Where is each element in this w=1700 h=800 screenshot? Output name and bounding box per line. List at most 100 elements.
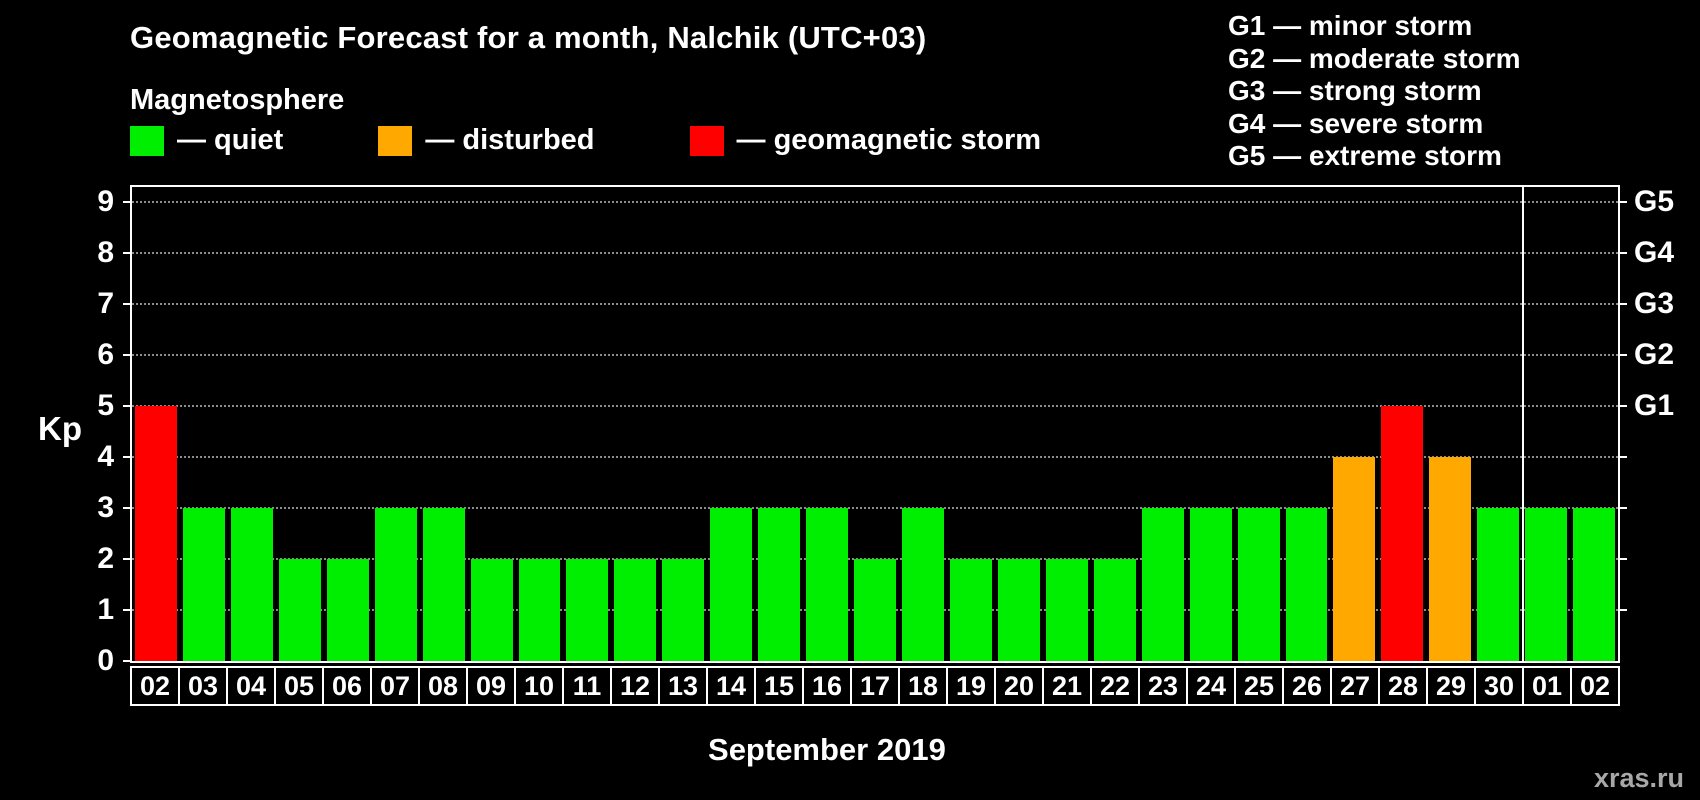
bar-cell (851, 187, 899, 661)
gridline (132, 252, 1618, 255)
day-label: 20 (994, 666, 1044, 706)
day-label: 21 (1042, 666, 1092, 706)
gridline (132, 201, 1618, 204)
kp-bar (278, 559, 321, 661)
x-axis-day-labels: 02 03 04 05 06 07 08 09 10 11 12 13 14 15 16 17 18 19 20 21… (130, 666, 1620, 706)
kp-bar (422, 508, 465, 661)
day-label: 09 (466, 666, 516, 706)
kp-bar (518, 559, 561, 661)
y-tick-label: 0 (97, 644, 114, 677)
kp-bar (758, 508, 801, 661)
gridline (132, 507, 1618, 510)
bar-cell (707, 187, 755, 661)
kp-bar (806, 508, 849, 661)
day-label: 11 (562, 666, 612, 706)
y-tick-mark-left (123, 507, 132, 510)
day-label: 24 (1186, 666, 1236, 706)
day-label: 16 (802, 666, 852, 706)
kp-bar (1141, 508, 1184, 661)
kp-bar (1477, 508, 1520, 661)
gridline (132, 303, 1618, 306)
y-tick-mark-right (1618, 405, 1627, 408)
kp-bar (854, 559, 896, 661)
bar-cell (563, 187, 611, 661)
y-tick-mark-left (123, 558, 132, 561)
y-tick-label: 9 (97, 185, 114, 219)
day-label: 10 (514, 666, 564, 706)
gridline (132, 354, 1618, 357)
kp-bar (1093, 559, 1136, 661)
legend-swatch-disturbed (378, 125, 413, 156)
kp-bar (230, 508, 273, 661)
storm-scale-item: G5 — extreme storm (1228, 140, 1502, 171)
day-label: 29 (1426, 666, 1476, 706)
bar-cell (1187, 187, 1235, 661)
y-tick-label: 4 (97, 440, 114, 474)
bar-cell (1091, 187, 1139, 661)
bar-cell (1570, 187, 1618, 661)
day-label: 02 (1570, 666, 1620, 706)
y-tick-mark-right (1618, 201, 1627, 204)
y-tick-mark-left (123, 609, 132, 612)
day-label: 23 (1138, 666, 1188, 706)
storm-scale-item: G1 — minor storm (1228, 10, 1473, 41)
y-tick-label: 5 (97, 389, 114, 423)
y-tick-mark-left (123, 354, 132, 357)
y-tick-mark-right (1618, 609, 1627, 612)
day-label: 26 (1282, 666, 1332, 706)
day-label: 22 (1090, 666, 1140, 706)
kp-bar (902, 508, 944, 661)
y-tick-mark-left (123, 201, 132, 204)
kp-bar (566, 559, 609, 661)
y-tick-label: 1 (97, 593, 114, 627)
g-scale-label: G4 (1634, 236, 1675, 270)
day-label: 07 (370, 666, 420, 706)
bar-cell (1235, 187, 1283, 661)
day-label: 15 (754, 666, 804, 706)
legend-label-quiet: — quiet (177, 124, 284, 156)
storm-scale-legend: G1 — minor storm G2 — moderate storm G3 — … (1228, 10, 1521, 173)
y-tick-mark-left (123, 252, 132, 255)
plot-area: 0 1 2 3 4 5 6 7 8 9 G1 G2 G3 G4 G5 (97, 185, 1674, 677)
legend-label-storm: — geomagnetic storm (736, 124, 1042, 156)
kp-bar (710, 508, 753, 661)
kp-bar (997, 559, 1040, 661)
bar-cell (516, 187, 564, 661)
kp-bar (326, 559, 369, 661)
bar-cell (276, 187, 324, 661)
day-label: 19 (946, 666, 996, 706)
bar-cell (1474, 187, 1522, 661)
legend-item-storm: — geomagnetic storm (689, 124, 1042, 157)
legend-item-quiet: — quiet (130, 124, 283, 157)
kp-bar (1333, 457, 1376, 661)
y-tick-mark-right (1618, 558, 1627, 561)
legend-item-disturbed: — disturbed (378, 124, 595, 157)
bar-cell (659, 187, 707, 661)
bar-cell (1426, 187, 1474, 661)
y-tick-mark-right (1618, 303, 1627, 306)
kp-bar (662, 559, 705, 661)
day-label: 06 (322, 666, 372, 706)
bar-cell (228, 187, 276, 661)
day-label: 14 (706, 666, 756, 706)
g-scale-label: G5 (1634, 185, 1675, 219)
bar-cell (1139, 187, 1187, 661)
kp-bar (1429, 457, 1472, 661)
day-label: 12 (610, 666, 660, 706)
magnetosphere-legend: — quiet — disturbed — geomagnetic storm (130, 124, 1041, 157)
storm-scale-item: G2 — moderate storm (1228, 42, 1521, 74)
bar-cell (468, 187, 516, 661)
y-tick-mark-right (1618, 456, 1627, 459)
storm-scale-item: G4 — severe storm (1228, 107, 1484, 139)
day-label: 08 (418, 666, 468, 706)
kp-bar (614, 559, 657, 661)
bar-cell (324, 187, 372, 661)
bar-cell (1378, 187, 1426, 661)
day-label: 05 (274, 666, 324, 706)
y-tick-mark-left (123, 660, 132, 662)
kp-bar (470, 559, 513, 661)
bar-cell (755, 187, 803, 661)
day-label: 02 (130, 666, 180, 706)
bar-series (132, 187, 1618, 661)
